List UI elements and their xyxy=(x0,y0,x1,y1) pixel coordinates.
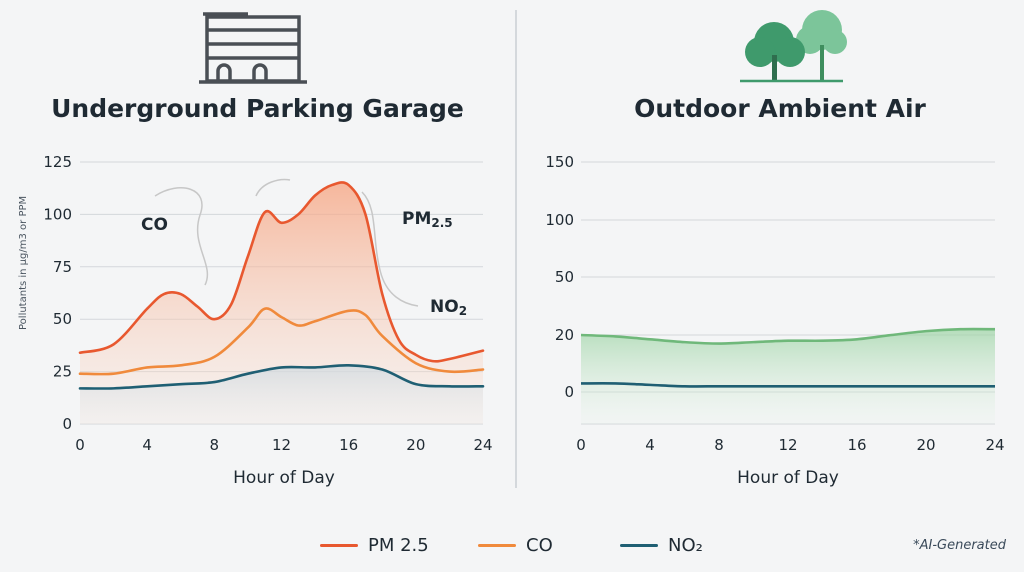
outdoor-chart: 0 20 50 100 150 0 4 8 12 16 20 24 xyxy=(545,153,1004,454)
x-tick-label: 20 xyxy=(916,436,935,454)
y-tick-label: 150 xyxy=(545,153,574,171)
swirl-decoration xyxy=(361,191,419,307)
annotation-no2: NO2 xyxy=(430,297,467,318)
parking-garage-icon xyxy=(199,12,307,84)
x-tick-label: 4 xyxy=(645,436,655,454)
x-tick-label: 12 xyxy=(778,436,797,454)
y-tick-label: 20 xyxy=(555,326,574,344)
legend-item-co: CO xyxy=(478,530,553,560)
x-tick-label: 16 xyxy=(847,436,866,454)
series-line-outdoor-upper xyxy=(580,327,996,345)
legend-swatch-pm25 xyxy=(320,543,358,547)
x-tick-label: 8 xyxy=(714,436,724,454)
legend-item-no2: NO₂ xyxy=(620,530,703,560)
x-tick-label: 0 xyxy=(576,436,586,454)
garage-x-axis-label: Hour of Day xyxy=(233,468,335,488)
legend-label-pm25: PM 2.5 xyxy=(368,534,429,556)
x-tick-label: 12 xyxy=(272,436,291,454)
legend-label-no2: NO₂ xyxy=(668,534,703,556)
series-line-no2 xyxy=(78,363,485,390)
y-tick-label: 0 xyxy=(564,383,574,401)
series-line-outdoor-lower xyxy=(580,382,995,388)
x-tick-label: 8 xyxy=(210,436,220,454)
legend-swatch-co xyxy=(478,543,516,547)
legend-label-co: CO xyxy=(526,534,553,556)
y-tick-label: 0 xyxy=(62,415,72,433)
y-tick-label: 100 xyxy=(43,205,72,223)
area-no2 xyxy=(80,365,483,424)
y-tick-label: 75 xyxy=(53,258,72,276)
x-tick-label: 20 xyxy=(406,436,425,454)
garage-chart-title: Underground Parking Garage xyxy=(51,94,464,123)
annotation-co: CO xyxy=(141,215,168,235)
area-outdoor xyxy=(581,329,995,424)
x-tick-label: 24 xyxy=(985,436,1004,454)
area-pm25 xyxy=(80,182,483,424)
legend-item-pm25: PM 2.5 xyxy=(320,530,429,560)
outdoor-x-axis-label: Hour of Day xyxy=(737,468,839,488)
y-tick-label: 50 xyxy=(555,268,574,286)
annotation-pm25: PM2.5 xyxy=(402,209,453,230)
y-tick-label: 25 xyxy=(53,363,72,381)
legend-swatch-no2 xyxy=(620,543,658,547)
swirl-decoration xyxy=(255,178,291,197)
x-tick-label: 16 xyxy=(339,436,358,454)
y-tick-label: 100 xyxy=(545,211,574,229)
x-tick-label: 0 xyxy=(75,436,85,454)
ai-generated-footnote: *AI-Generated xyxy=(913,538,1006,553)
y-tick-label: 125 xyxy=(43,153,72,171)
x-tick-label: 24 xyxy=(473,436,492,454)
swirl-decoration xyxy=(154,187,209,286)
garage-chart: 0 25 50 75 100 125 0 4 8 12 16 20 24 CO PM2.5 NO2 xyxy=(43,153,492,454)
y-tick-label: 50 xyxy=(53,310,72,328)
garage-y-axis-label: Pollutants in μg/m3 or PPM xyxy=(18,195,29,330)
trees-icon xyxy=(740,10,847,83)
series-line-pm25 xyxy=(78,181,485,363)
outdoor-chart-title: Outdoor Ambient Air xyxy=(634,94,926,123)
series-line-co xyxy=(78,307,485,376)
legend: PM 2.5 CO NO₂ xyxy=(0,530,1024,560)
x-tick-label: 4 xyxy=(142,436,152,454)
